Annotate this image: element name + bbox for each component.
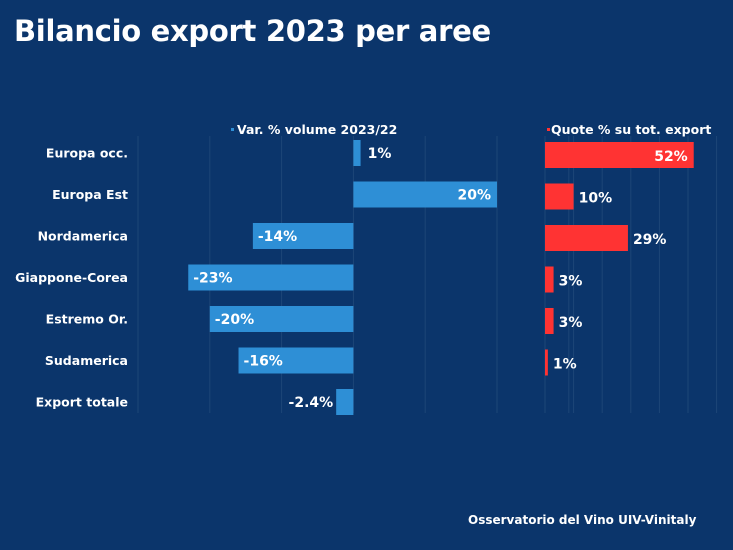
category-label: Giappone-Corea (15, 270, 128, 285)
legend-label-share: Quote % su tot. export (551, 122, 711, 137)
legend-marker-share (547, 128, 550, 131)
bar-volume (188, 264, 354, 291)
category-label: Europa occ. (46, 146, 128, 161)
data-label-share: 1% (553, 357, 577, 373)
data-label-volume: 20% (457, 188, 491, 204)
category-label: Sudamerica (45, 353, 128, 368)
bar-share (545, 225, 628, 251)
bar-share (545, 183, 574, 210)
data-label-volume: -20% (215, 312, 254, 328)
legend-label-volume: Var. % volume 2023/22 (237, 122, 397, 137)
bar-volume (209, 306, 354, 332)
bar-volume (353, 181, 497, 208)
data-label-share: 10% (579, 191, 613, 207)
data-label-volume: 1% (368, 146, 392, 162)
bar-volume (238, 347, 354, 374)
data-label-share: 3% (559, 315, 583, 331)
source-credit: Osservatorio del Vino UIV-Vinitaly (468, 513, 697, 527)
category-label: Estremo Or. (46, 312, 128, 327)
bar-share (545, 266, 554, 293)
bar-volume (336, 389, 354, 415)
data-label-volume: -16% (244, 354, 283, 370)
category-label: Nordamerica (38, 229, 128, 244)
bar-share (545, 142, 694, 168)
chart-title: Bilancio export 2023 per aree (14, 14, 491, 48)
bar-volume (252, 223, 354, 249)
legend-marker-volume (231, 128, 234, 131)
data-label-volume: -14% (258, 229, 297, 245)
data-label-share: 52% (654, 149, 688, 165)
bar-share (545, 308, 554, 334)
data-label-volume: -23% (193, 271, 232, 287)
category-label: Export totale (36, 395, 128, 410)
bar-volume (353, 140, 361, 166)
data-label-share: 29% (633, 232, 667, 248)
bar-share (545, 349, 548, 376)
data-label-share: 3% (559, 274, 583, 290)
category-label: Europa Est (52, 187, 128, 202)
data-label-volume: -2.4% (289, 395, 334, 411)
